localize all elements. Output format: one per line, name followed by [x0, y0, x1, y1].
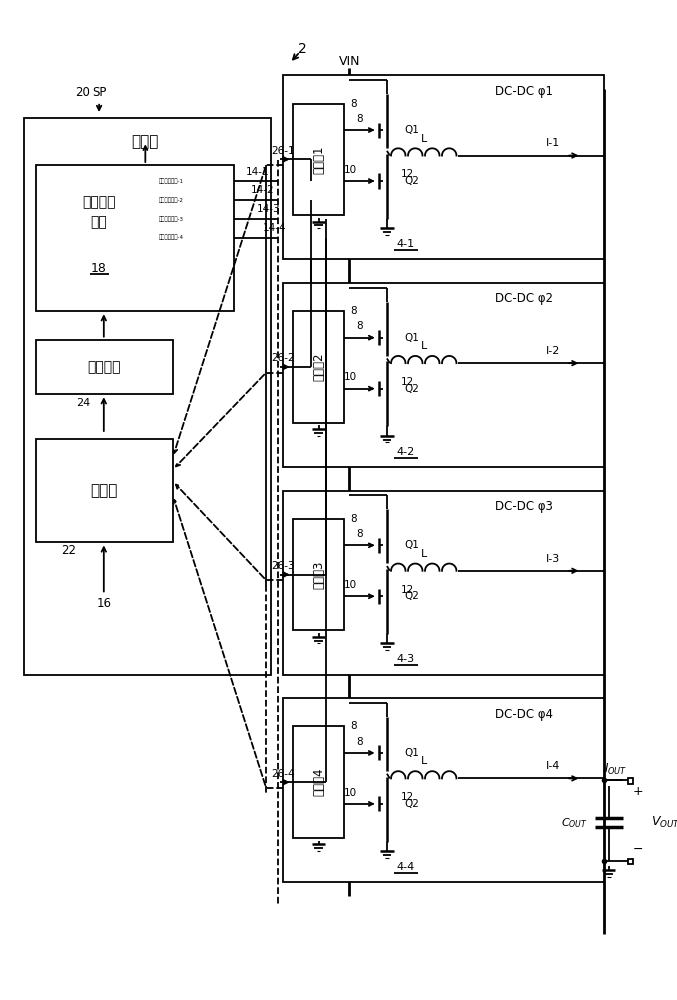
- Text: 20: 20: [76, 86, 91, 99]
- Bar: [292, 104, 345, 215]
- Text: 22: 22: [62, 544, 77, 557]
- Text: 热平衡: 热平衡: [90, 483, 118, 498]
- Text: 脉冲宽度调制-3: 脉冲宽度调制-3: [159, 216, 184, 222]
- Text: $V_{OUT}$: $V_{OUT}$: [651, 815, 677, 830]
- Bar: [283, 283, 604, 467]
- Bar: [628, 859, 633, 864]
- Bar: [283, 491, 604, 675]
- Text: DC-DC φ4: DC-DC φ4: [495, 708, 553, 721]
- Bar: [292, 519, 345, 630]
- Text: 脉冲宽度调制-2: 脉冲宽度调制-2: [159, 197, 184, 203]
- Text: 26-4: 26-4: [271, 769, 294, 779]
- Text: Q1: Q1: [404, 125, 419, 135]
- Text: I-1: I-1: [546, 138, 560, 148]
- Text: L: L: [420, 549, 427, 559]
- Text: 14-3: 14-3: [257, 204, 280, 214]
- Text: +: +: [633, 785, 643, 798]
- Text: 14-4: 14-4: [263, 223, 286, 233]
- Text: 脉冲宽度调制-4: 脉冲宽度调制-4: [159, 235, 184, 240]
- Text: Q2: Q2: [404, 384, 419, 394]
- Bar: [628, 778, 633, 784]
- Text: Q1: Q1: [404, 333, 419, 343]
- Text: 16: 16: [96, 597, 111, 610]
- Text: I-4: I-4: [546, 761, 561, 771]
- Text: DC-DC φ1: DC-DC φ1: [495, 85, 553, 98]
- Text: L: L: [420, 756, 427, 766]
- Text: 驱动器4: 驱动器4: [312, 768, 325, 796]
- Text: 8: 8: [357, 529, 364, 539]
- Text: 4-2: 4-2: [397, 447, 415, 457]
- Text: 8: 8: [357, 737, 364, 747]
- Text: 8: 8: [357, 114, 364, 124]
- Text: 8: 8: [350, 514, 357, 524]
- Text: 10: 10: [344, 165, 357, 175]
- Text: 脉冲宽度
调制: 脉冲宽度 调制: [83, 195, 116, 229]
- Text: 8: 8: [350, 99, 357, 109]
- Bar: [292, 311, 345, 423]
- Text: $I_{OUT}$: $I_{OUT}$: [604, 761, 627, 777]
- Text: −: −: [633, 843, 643, 856]
- Text: 相位序列: 相位序列: [87, 360, 121, 374]
- Bar: [36, 340, 173, 394]
- Text: 2: 2: [298, 42, 307, 56]
- Text: 12: 12: [401, 377, 414, 387]
- Text: 14-1: 14-1: [245, 167, 269, 177]
- Text: 26-3: 26-3: [271, 561, 294, 571]
- Text: Q2: Q2: [404, 591, 419, 601]
- Text: 脉冲宽度调制-1: 脉冲宽度调制-1: [159, 178, 184, 184]
- Text: 24: 24: [76, 398, 90, 408]
- Text: SP: SP: [92, 86, 106, 99]
- Text: Q2: Q2: [404, 176, 419, 186]
- Bar: [283, 75, 604, 259]
- Text: 8: 8: [350, 721, 357, 731]
- Text: 驱动器1: 驱动器1: [312, 145, 325, 174]
- Text: DC-DC φ2: DC-DC φ2: [495, 292, 553, 305]
- Text: 10: 10: [344, 372, 357, 382]
- Text: 驱动器3: 驱动器3: [312, 560, 325, 589]
- Bar: [36, 165, 234, 311]
- Text: 8: 8: [357, 321, 364, 331]
- Text: 驱动器2: 驱动器2: [312, 353, 325, 381]
- Text: 18: 18: [91, 262, 107, 275]
- Text: Q2: Q2: [404, 799, 419, 809]
- Bar: [283, 698, 604, 882]
- Text: 12: 12: [401, 585, 414, 595]
- Text: 8: 8: [350, 306, 357, 316]
- Text: 26-1: 26-1: [271, 146, 294, 156]
- Text: L: L: [420, 134, 427, 144]
- Bar: [24, 118, 271, 675]
- Text: 10: 10: [344, 788, 357, 798]
- Text: DC-DC φ3: DC-DC φ3: [495, 500, 552, 513]
- Text: VIN: VIN: [338, 55, 360, 68]
- Text: 4-1: 4-1: [397, 239, 415, 249]
- Bar: [292, 726, 345, 838]
- Text: 12: 12: [401, 792, 414, 802]
- Text: $C_{OUT}$: $C_{OUT}$: [561, 816, 588, 830]
- Text: I-3: I-3: [546, 554, 560, 564]
- Text: L: L: [420, 341, 427, 351]
- Text: 4-4: 4-4: [397, 862, 415, 872]
- Text: 12: 12: [401, 169, 414, 179]
- Text: 控制器: 控制器: [131, 134, 159, 149]
- Text: 10: 10: [344, 580, 357, 590]
- Text: Q1: Q1: [404, 748, 419, 758]
- Text: Q1: Q1: [404, 540, 419, 550]
- Bar: [36, 439, 173, 542]
- Text: 14-2: 14-2: [251, 185, 275, 195]
- Text: 4-3: 4-3: [397, 654, 415, 664]
- Text: I-2: I-2: [546, 346, 561, 356]
- Text: 26-2: 26-2: [271, 353, 294, 363]
